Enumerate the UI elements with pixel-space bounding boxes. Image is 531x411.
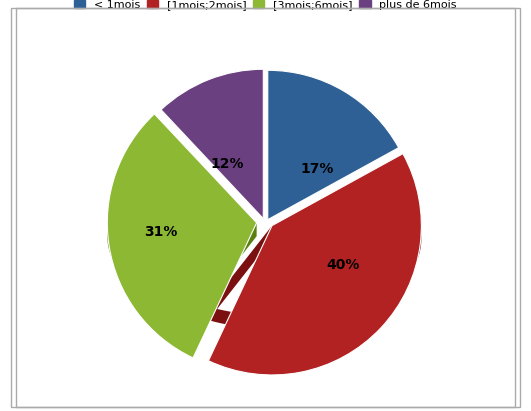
Polygon shape: [107, 219, 193, 317]
Legend: < 1mois, [1mois;2mois], [3mois;6mois], plus de 6mois: < 1mois, [1mois;2mois], [3mois;6mois], p…: [72, 0, 459, 12]
Text: 12%: 12%: [211, 157, 244, 171]
Polygon shape: [193, 223, 256, 317]
Polygon shape: [209, 221, 422, 329]
Wedge shape: [209, 154, 422, 375]
Wedge shape: [107, 114, 256, 358]
Text: 40%: 40%: [326, 259, 359, 272]
Text: 31%: 31%: [144, 225, 177, 239]
Text: 17%: 17%: [301, 162, 334, 176]
Wedge shape: [161, 69, 263, 219]
Polygon shape: [209, 226, 272, 320]
Wedge shape: [268, 70, 399, 219]
